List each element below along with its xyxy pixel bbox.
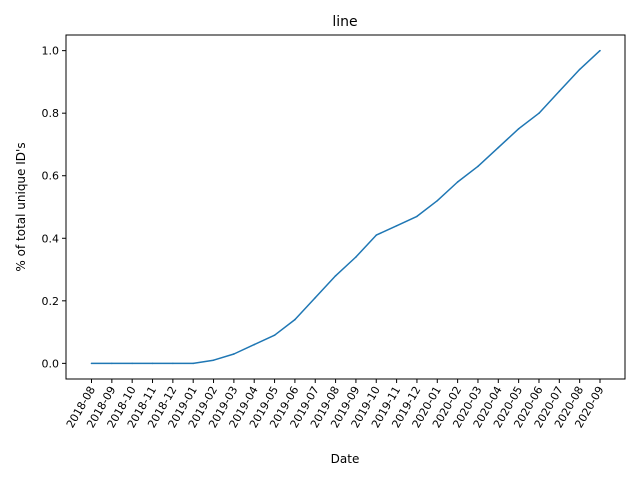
- series-line: [91, 50, 601, 365]
- data-point: [273, 334, 276, 337]
- y-tick-label: 0.4: [42, 232, 60, 245]
- data-point: [355, 256, 357, 258]
- data-point: [294, 318, 296, 321]
- y-tick-label: 0.0: [42, 357, 60, 370]
- data-point: [436, 199, 439, 202]
- data-point: [233, 353, 235, 355]
- series-layer: [90, 49, 601, 365]
- data-point: [477, 165, 479, 168]
- data-point: [131, 362, 133, 365]
- data-point: [334, 275, 337, 277]
- data-point: [497, 146, 500, 149]
- data-point: [212, 359, 215, 362]
- data-point: [314, 296, 317, 299]
- y-tick-label: 0.6: [42, 170, 60, 183]
- data-point: [90, 362, 93, 365]
- y-tick-label: 1.0: [42, 45, 60, 58]
- data-point: [538, 112, 540, 114]
- y-tick-label: 0.8: [42, 107, 60, 120]
- data-point: [517, 128, 520, 130]
- y-axis-label: % of total unique ID's: [14, 142, 28, 271]
- data-point: [151, 362, 154, 365]
- data-point: [172, 362, 174, 365]
- data-point: [192, 362, 194, 365]
- data-point: [375, 234, 378, 236]
- chart-title: line: [332, 14, 357, 30]
- data-point: [558, 90, 561, 93]
- y-axis-ticks: 0.0 0.2 0.4 0.6 0.8 1.0: [42, 45, 66, 370]
- data-point: [395, 224, 398, 227]
- data-point: [111, 362, 113, 365]
- plot-area-frame: [65, 34, 626, 380]
- y-tick-label: 0.2: [42, 295, 60, 308]
- x-axis-label: Date: [331, 452, 360, 466]
- data-point: [599, 49, 601, 52]
- data-point: [456, 181, 459, 183]
- data-point: [416, 215, 418, 218]
- data-point: [578, 68, 581, 71]
- data-point: [253, 343, 256, 346]
